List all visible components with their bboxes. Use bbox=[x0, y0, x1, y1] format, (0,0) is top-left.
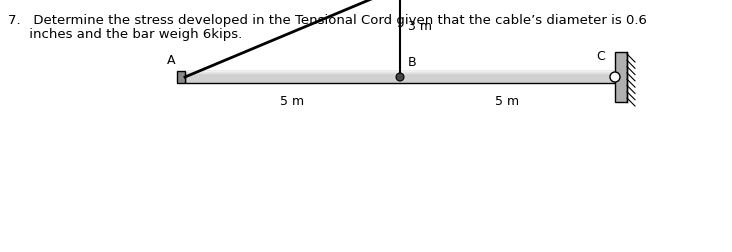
Text: inches and the bar weigh 6kips.: inches and the bar weigh 6kips. bbox=[8, 28, 242, 41]
Circle shape bbox=[610, 72, 620, 82]
Text: 5 m: 5 m bbox=[280, 95, 305, 108]
FancyBboxPatch shape bbox=[185, 71, 615, 83]
Text: 3 m: 3 m bbox=[408, 20, 432, 34]
Bar bbox=[177, 71, 185, 83]
Bar bbox=[615, 52, 627, 102]
Text: 5 m: 5 m bbox=[496, 95, 520, 108]
Text: 7.   Determine the stress developed in the Tensional Cord given that the cable’s: 7. Determine the stress developed in the… bbox=[8, 14, 647, 27]
Text: A: A bbox=[167, 54, 175, 67]
Text: C: C bbox=[597, 50, 605, 63]
Circle shape bbox=[396, 73, 404, 81]
Text: B: B bbox=[408, 56, 417, 69]
